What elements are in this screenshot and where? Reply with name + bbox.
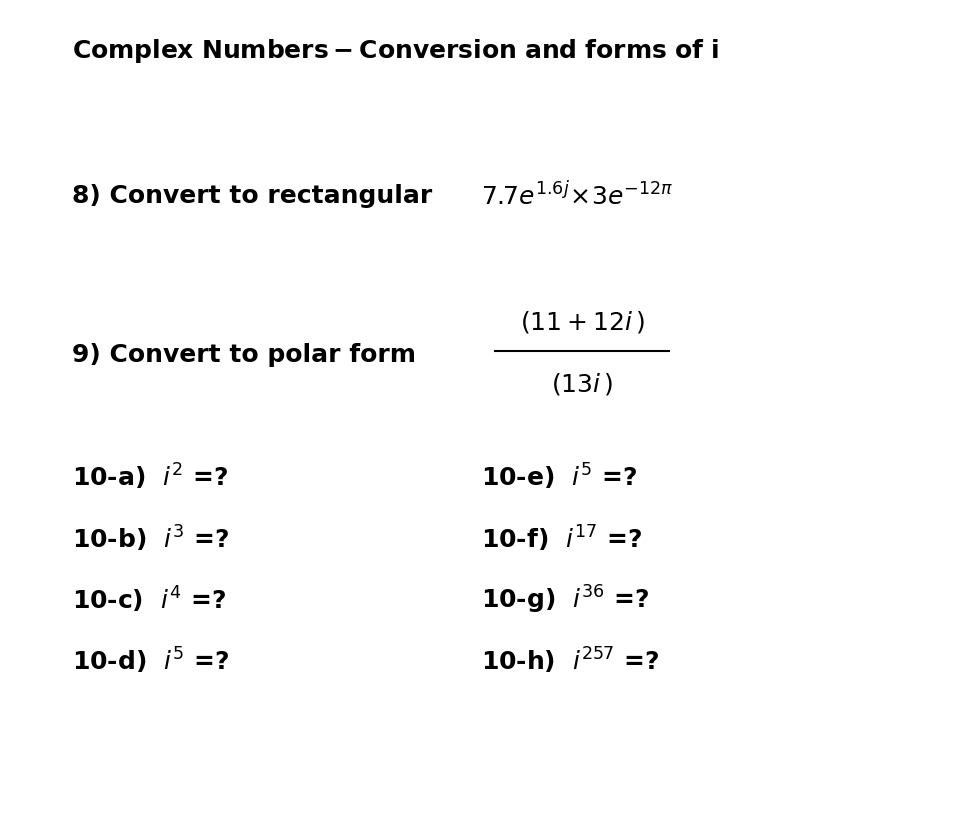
Text: $7.7e^{1.6j}\!\times\!3e^{-12\pi}$: $7.7e^{1.6j}\!\times\!3e^{-12\pi}$ [480,182,673,210]
Text: 10-a)  $i^{2}$ =?: 10-a) $i^{2}$ =? [72,462,228,493]
Text: 10-f)  $i^{17}$ =?: 10-f) $i^{17}$ =? [480,523,642,554]
Text: 8) Convert to rectangular: 8) Convert to rectangular [72,184,431,208]
Text: $(13i\,)$: $(13i\,)$ [551,370,612,397]
Text: 10-c)  $i^{4}$ =?: 10-c) $i^{4}$ =? [72,584,226,615]
Text: 9) Convert to polar form: 9) Convert to polar form [72,343,416,367]
Text: 10-d)  $i^{5}$ =?: 10-d) $i^{5}$ =? [72,645,229,676]
Text: 10-b)  $i^{3}$ =?: 10-b) $i^{3}$ =? [72,523,229,554]
Text: 10-g)  $i^{36}$ =?: 10-g) $i^{36}$ =? [480,583,649,616]
Text: 10-h)  $i^{257}$ =?: 10-h) $i^{257}$ =? [480,645,658,676]
Text: 10-e)  $i^{5}$ =?: 10-e) $i^{5}$ =? [480,462,636,493]
Text: $(11 + 12i\,)$: $(11 + 12i\,)$ [519,309,644,335]
Text: $\mathbf{Complex\ Numbers - Conversion\ and\ forms\ of}\ \mathit{\mathbf{i}}$: $\mathbf{Complex\ Numbers - Conversion\ … [72,37,719,64]
